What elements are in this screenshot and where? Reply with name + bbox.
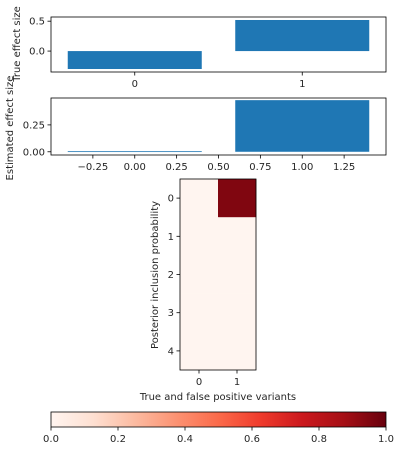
heatmap-cell-0-1: [218, 179, 257, 218]
estimated-effect-ticks: −0.25 0.00 0.25 0.50 0.75 1.00 1.25 0.25 0.00: [23, 120, 356, 173]
estimated-effect-bars: [67, 100, 370, 153]
colorbar-tick-label-2: 0.4: [177, 434, 193, 445]
true-effect-panel: 0 1 0.5 0.0 True effect size: [12, 6, 387, 90]
true-effect-xtick-label-1: 1: [299, 79, 305, 90]
true-effect-ytick-label-1: 0.0: [29, 47, 45, 58]
estimated-effect-xtick-label-0: −0.25: [78, 162, 109, 173]
estimated-effect-bar-1: [235, 100, 370, 152]
true-effect-bar-0: [67, 51, 202, 70]
estimated-effect-xtick-label-2: 0.25: [165, 162, 187, 173]
estimated-effect-xtick-label-5: 1.00: [291, 162, 313, 173]
heatmap-xtick-label-1: 1: [234, 377, 240, 388]
true-effect-ticks: 0 1 0.5 0.0: [29, 17, 305, 90]
heatmap-cell-3-1: [218, 293, 257, 333]
true-effect-xtick-label-0: 0: [132, 79, 138, 90]
estimated-effect-ytick-label-1: 0.00: [23, 147, 45, 158]
heatmap-ytick-label-0: 0: [168, 194, 174, 205]
heatmap-cell-4-1: [218, 331, 257, 371]
true-effect-frame: [50, 16, 387, 73]
estimated-effect-panel: −0.25 0.00 0.25 0.50 0.75 1.00 1.25 0.25 0.00 Es…: [5, 76, 387, 181]
true-effect-ytick-label-0: 0.5: [29, 17, 45, 28]
heatmap-xlabel: True and false positive variants: [139, 392, 296, 403]
colorbar-tick-label-3: 0.6: [244, 434, 260, 445]
heatmap-ytick-label-2: 2: [168, 270, 174, 281]
colorbar-tick-label-0: 0.0: [43, 434, 59, 445]
heatmap-cell-4-0: [180, 331, 219, 371]
estimated-effect-xtick-label-1: 0.00: [124, 162, 146, 173]
colorbar-tick-label-1: 0.2: [110, 434, 126, 445]
heatmap-cell-2-1: [218, 255, 257, 294]
heatmap-cell-1-1: [218, 217, 257, 256]
heatmap-panel: 0 1 0 1 2 3 4 True and false positive variants…: [139, 178, 296, 403]
colorbar-gradient: [50, 411, 387, 428]
estimated-effect-ytick-label-0: 0.25: [23, 120, 45, 131]
colorbar: 0.0 0.2 0.4 0.6 0.8 1.0: [43, 411, 394, 445]
colorbar-tick-label-5: 1.0: [378, 434, 394, 445]
heatmap-ytick-label-1: 1: [168, 232, 174, 243]
estimated-effect-xtick-label-4: 0.75: [249, 162, 271, 173]
estimated-effect-bar-0: [67, 151, 202, 153]
heatmap-cell-0-0: [180, 179, 219, 218]
estimated-effect-xtick-label-3: 0.50: [207, 162, 229, 173]
heatmap-cells: [180, 179, 257, 371]
heatmap-cell-1-0: [180, 217, 219, 256]
heatmap-cell-3-0: [180, 293, 219, 333]
true-effect-ylabel: True effect size: [12, 6, 23, 83]
true-effect-bars: [67, 19, 370, 70]
heatmap-ytick-label-3: 3: [168, 308, 174, 319]
heatmap-ytick-label-4: 4: [168, 346, 174, 357]
true-effect-bar-1: [235, 19, 370, 52]
heatmap-ticks: 0 1 0 1 2 3 4: [168, 194, 241, 388]
heatmap-ylabel: Posterior inclusion probability: [150, 201, 161, 349]
colorbar-ticks: 0.0 0.2 0.4 0.6 0.8 1.0: [43, 427, 394, 445]
estimated-effect-ylabel: Estimated effect size: [5, 76, 16, 181]
heatmap-cell-2-0: [180, 255, 219, 294]
estimated-effect-xtick-label-6: 1.25: [333, 162, 355, 173]
heatmap-xtick-label-0: 0: [196, 377, 202, 388]
colorbar-tick-label-4: 0.8: [311, 434, 327, 445]
